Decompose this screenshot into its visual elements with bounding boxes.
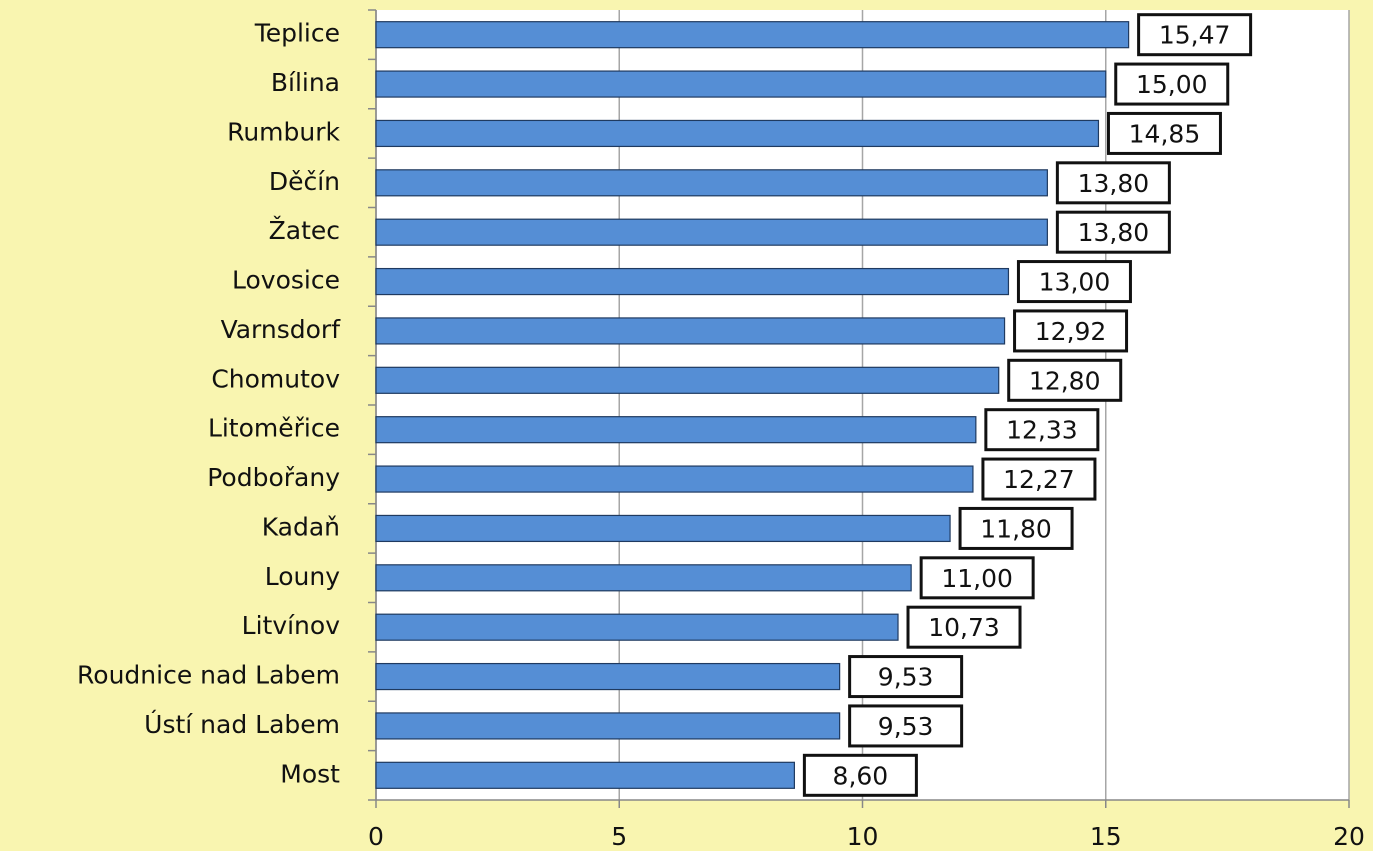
value-label-box — [802, 753, 918, 797]
value-label: 11,00 — [941, 564, 1013, 593]
y-tick-label: Louny — [265, 562, 340, 591]
y-tick-label: Kadaň — [262, 512, 340, 541]
value-label: 9,53 — [878, 712, 934, 741]
y-tick-label: Žatec — [269, 216, 340, 245]
bar — [375, 21, 1130, 49]
x-tick-label: 20 — [1333, 822, 1365, 851]
value-label-box — [1007, 358, 1123, 402]
x-tick-label: 15 — [1090, 822, 1122, 851]
bar — [375, 465, 974, 493]
bar — [375, 267, 1010, 296]
value-label-box — [1055, 161, 1171, 205]
x-tick-label: 10 — [847, 822, 879, 851]
y-tick-label: Rumburk — [227, 117, 340, 146]
value-label: 12,80 — [1029, 366, 1101, 395]
y-tick-label: Bílina — [271, 68, 340, 97]
value-label-box — [958, 506, 1074, 550]
value-label-box — [984, 408, 1100, 452]
value-label: 13,80 — [1078, 218, 1150, 247]
bar — [375, 366, 1000, 394]
y-tick-label: Děčín — [269, 167, 340, 196]
y-tick-label: Litvínov — [242, 611, 341, 640]
value-label-box — [1016, 260, 1132, 304]
value-label-box — [1106, 111, 1222, 155]
bar — [375, 761, 795, 789]
value-label: 11,80 — [980, 514, 1052, 543]
y-tick-label: Most — [280, 759, 340, 788]
value-label-box — [1055, 210, 1171, 254]
value-label: 13,00 — [1039, 268, 1111, 297]
bar — [375, 119, 1100, 148]
y-tick-label: Teplice — [254, 19, 340, 48]
value-label-box — [1013, 309, 1129, 353]
value-label: 12,33 — [1006, 416, 1078, 445]
x-tick-label: 5 — [611, 822, 627, 851]
x-tick-label: 0 — [368, 822, 384, 851]
y-tick-label: Podbořany — [207, 463, 340, 492]
y-tick-label: Ústí nad Labem — [144, 709, 340, 739]
value-label: 10,73 — [928, 613, 1000, 642]
bar — [375, 70, 1107, 98]
value-label: 8,60 — [833, 761, 889, 790]
y-tick-label: Chomutov — [211, 364, 340, 393]
y-tick-label: Roudnice nad Labem — [77, 661, 340, 690]
bar — [375, 613, 899, 641]
value-label-box — [906, 605, 1022, 649]
bar — [375, 169, 1048, 197]
value-label: 15,00 — [1136, 70, 1208, 99]
value-label: 13,80 — [1078, 169, 1150, 198]
value-label: 15,47 — [1159, 21, 1231, 50]
bar — [375, 712, 841, 740]
y-tick-label: Varnsdorf — [221, 315, 342, 344]
value-label: 9,53 — [878, 663, 934, 692]
value-label-box — [848, 655, 964, 699]
bar — [375, 317, 1006, 345]
value-label-box — [1114, 62, 1230, 106]
value-label-box — [919, 556, 1035, 600]
y-tick-label: Lovosice — [232, 266, 340, 295]
value-label: 12,27 — [1003, 465, 1075, 494]
value-label: 14,85 — [1129, 119, 1201, 148]
bar — [375, 416, 977, 444]
value-label-box — [848, 704, 964, 748]
y-tick-label: Litoměřice — [208, 414, 340, 443]
bar — [375, 218, 1048, 246]
bar — [375, 662, 841, 691]
bar — [375, 514, 951, 543]
value-label-box — [981, 457, 1097, 501]
value-label-box — [1137, 13, 1253, 57]
bar — [375, 564, 912, 592]
value-label: 12,92 — [1035, 317, 1107, 346]
